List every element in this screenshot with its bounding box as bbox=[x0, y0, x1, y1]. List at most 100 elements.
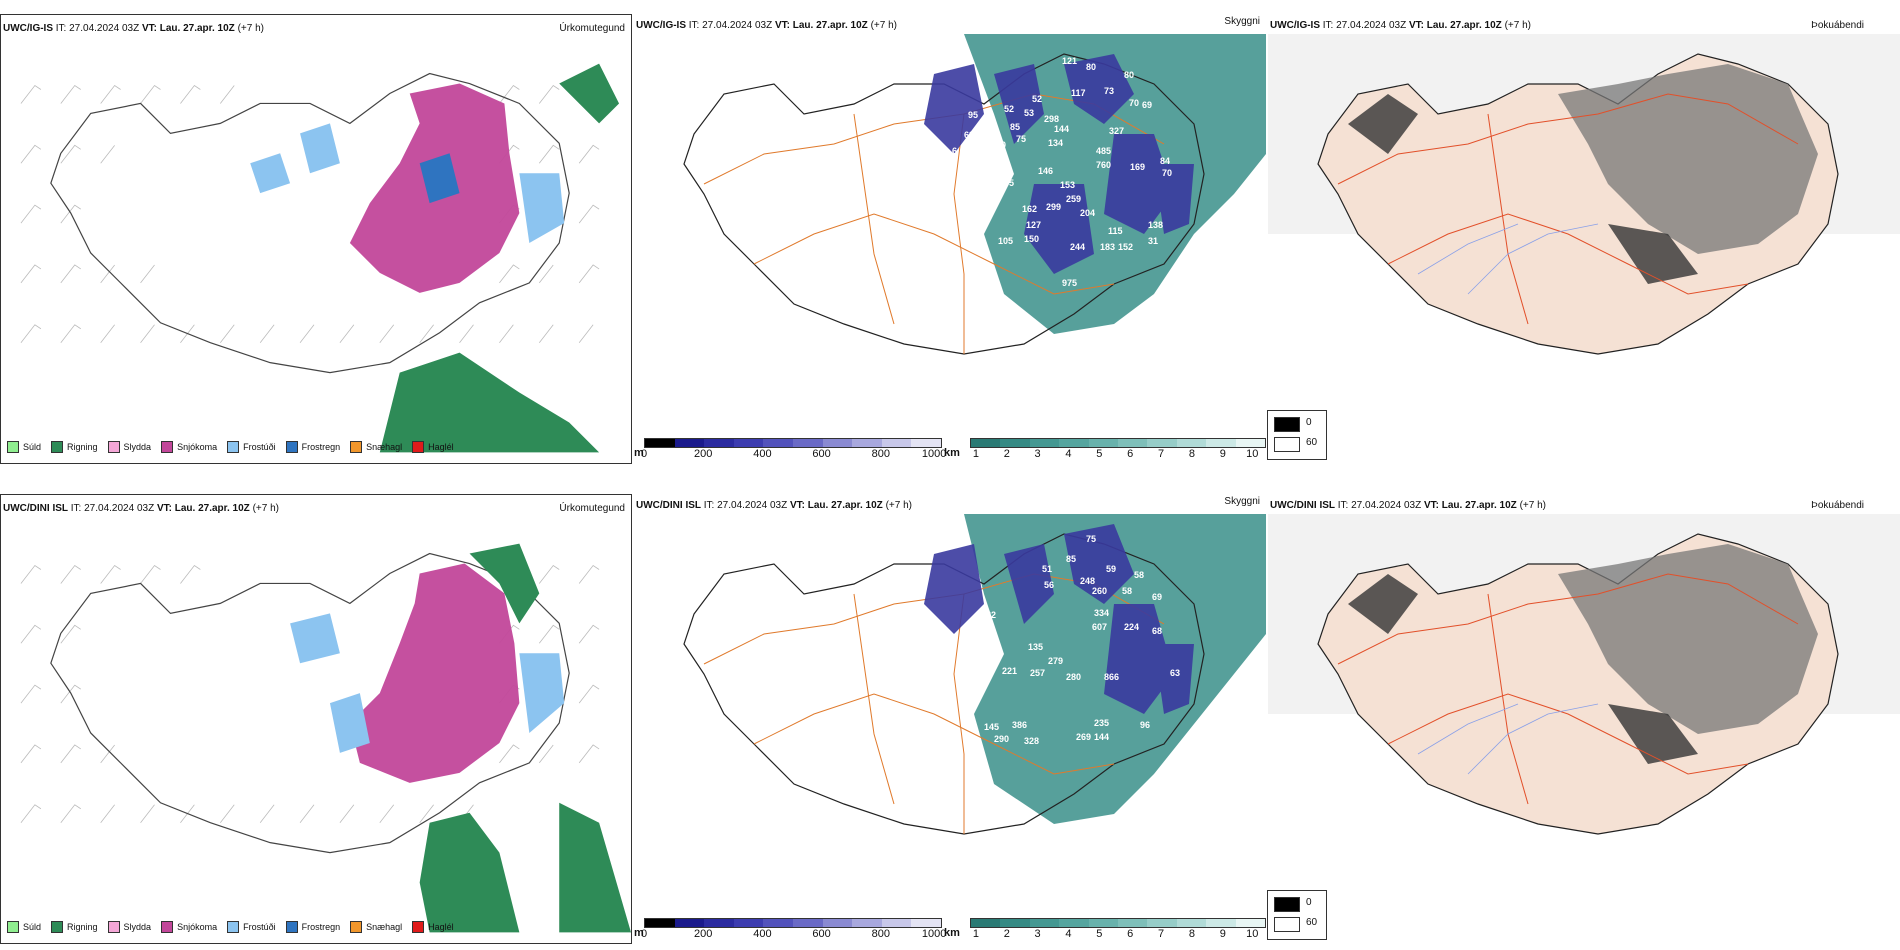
freezing-rain-region bbox=[419, 153, 460, 204]
cloud-base-label: 169 bbox=[1130, 162, 1145, 172]
colorbar-ticks: 0 200 400 600 800 1000 bbox=[640, 928, 946, 940]
legend-swatch bbox=[107, 441, 120, 453]
model-name: UWC/DINI ISL bbox=[636, 500, 701, 511]
model-name: UWC/DINI ISL bbox=[3, 503, 68, 514]
precip-legend: Súld Rigning Slydda Snjókoma Frostúði Fr… bbox=[7, 919, 454, 935]
colorbar-tick: 4 bbox=[1065, 928, 1072, 940]
colorbar-tick: 3 bbox=[1034, 448, 1041, 460]
legend-swatch bbox=[7, 921, 19, 933]
precip-map[interactable] bbox=[1, 33, 631, 463]
colorbar-tick: 10 bbox=[1246, 448, 1259, 460]
colorbar-gradient bbox=[644, 438, 942, 448]
vt-value: Lau. 27.apr. 10Z bbox=[174, 503, 250, 514]
vt-label: VT: bbox=[156, 503, 172, 514]
legend-swatch bbox=[412, 921, 425, 933]
fog-key-2: 0 60 bbox=[1267, 890, 1327, 940]
legend-swatch bbox=[412, 441, 425, 453]
legend-label: Súld bbox=[23, 922, 42, 932]
field-name: Þokuábendi bbox=[1811, 500, 1864, 511]
lead-time: (+7 h) bbox=[870, 20, 897, 31]
cloud-base-label: 80 bbox=[1124, 70, 1134, 80]
cloud-base-colorbar: m 0 200 400 600 800 1000 bbox=[634, 438, 946, 462]
legend-item: Snjókoma bbox=[161, 441, 217, 453]
panel-header: UWC/DINI ISL IT: 27.04.2024 03Z VT: Lau.… bbox=[1270, 500, 1894, 514]
cloud-base-label: 70 bbox=[1162, 168, 1172, 178]
legend-item: Snæhagl bbox=[350, 441, 402, 453]
legend-swatch bbox=[350, 921, 363, 933]
fog-key-black bbox=[1274, 897, 1300, 912]
colorbar-unit: m bbox=[634, 927, 644, 939]
road-network bbox=[1337, 573, 1799, 805]
cloud-base-label: 63 bbox=[1170, 668, 1180, 678]
colorbar-ticks: 1 2 3 4 5 6 7 8 9 10 bbox=[970, 448, 1264, 460]
legend-item: Frostregn bbox=[285, 921, 340, 933]
legend-swatch bbox=[227, 921, 240, 933]
forecast-row-2: UWC/DINI ISL IT: 27.04.2024 03Z VT: Lau.… bbox=[0, 480, 1900, 950]
cloud-base-label: 975 bbox=[1062, 278, 1077, 288]
cloud-map[interactable]: 75 51 85 59 58 56 248 260 58 69 334 607 … bbox=[634, 514, 1266, 914]
legend-swatch bbox=[7, 441, 19, 453]
cloud-base-label: 31 bbox=[1148, 236, 1158, 246]
cloud-base-label: 144 bbox=[1094, 732, 1109, 742]
legend-item: Rigning bbox=[51, 441, 98, 453]
it-value: 27.04.2024 03Z bbox=[702, 20, 773, 31]
legend-item: Frostúði bbox=[227, 441, 276, 453]
it-label: IT: bbox=[55, 23, 67, 34]
colorbar-unit: km bbox=[944, 447, 960, 459]
cloud-base-label: 485 bbox=[1096, 146, 1111, 156]
legend-swatch bbox=[51, 441, 64, 453]
fog-key-white bbox=[1274, 437, 1300, 452]
it-label: IT: bbox=[1322, 20, 1334, 31]
forecast-row-1: UWC/IG-IS IT: 27.04.2024 03Z VT: Lau. 27… bbox=[0, 0, 1900, 470]
cloud-base-label: 269 bbox=[1076, 732, 1091, 742]
fog-map[interactable] bbox=[1268, 514, 1900, 914]
cloud-base-label: 52 bbox=[1004, 104, 1014, 114]
lead-time: (+7 h) bbox=[252, 503, 279, 514]
field-name: Úrkomutegund bbox=[559, 503, 625, 514]
rain-region bbox=[379, 63, 620, 453]
rivers bbox=[1417, 223, 1599, 295]
cloud-base-label: 204 bbox=[1080, 208, 1095, 218]
cloud-base-label: 248 bbox=[1080, 576, 1095, 586]
fog-map[interactable] bbox=[1268, 34, 1900, 434]
cloud-map[interactable]: 121 80 80 73 117 70 69 52 52 53 56 95 63… bbox=[634, 34, 1266, 434]
cloud-base-label: 760 bbox=[1096, 160, 1111, 170]
cloud-base-label: 56 bbox=[1044, 580, 1054, 590]
cloud-base-label: 145 bbox=[984, 722, 999, 732]
lead-time: (+7 h) bbox=[1519, 500, 1546, 511]
cloud-panel-1: UWC/IG-IS IT: 27.04.2024 03Z VT: Lau. 27… bbox=[634, 0, 1266, 470]
cloud-panel-2: UWC/DINI ISL IT: 27.04.2024 03Z VT: Lau.… bbox=[634, 480, 1266, 950]
colorbar-tick: 600 bbox=[812, 448, 831, 460]
legend-label: Snæhagl bbox=[366, 922, 403, 932]
colorbar-ticks: 0 200 400 600 800 1000 bbox=[641, 448, 946, 460]
legend-item: Snjókoma bbox=[161, 921, 217, 933]
legend-item: Snæhagl bbox=[350, 921, 402, 933]
legend-swatch bbox=[161, 921, 174, 933]
cloud-base-label: 68 bbox=[1152, 626, 1162, 636]
colorbar-tick: 0 bbox=[640, 928, 648, 940]
precip-map[interactable] bbox=[1, 513, 631, 943]
iceland-outline bbox=[50, 552, 570, 854]
colorbar-tick: 4 bbox=[1065, 448, 1072, 460]
vt-label: VT: bbox=[1408, 20, 1424, 31]
legend-label: Frostúði bbox=[243, 442, 276, 452]
colorbar-tick: 2 bbox=[1003, 448, 1010, 460]
freezing-drizzle-region bbox=[250, 123, 565, 244]
colorbar-tick: 7 bbox=[1158, 928, 1165, 940]
colorbar-tick: 6 bbox=[1127, 448, 1134, 460]
legend-label: Rigning bbox=[67, 442, 98, 452]
colorbar-tick: 8 bbox=[1188, 928, 1196, 940]
cloud-base-label: 60 bbox=[996, 140, 1006, 150]
cloud-base-label: 298 bbox=[1044, 114, 1059, 124]
it-value: 27.04.2024 03Z bbox=[69, 23, 140, 34]
legend-swatch bbox=[51, 921, 64, 933]
cloud-base-label: 69 bbox=[1152, 592, 1162, 602]
cloud-base-label: 85 bbox=[1066, 554, 1076, 564]
legend-item: Súld bbox=[7, 921, 41, 933]
vt-value: Lau. 27.apr. 10Z bbox=[1426, 20, 1502, 31]
cloud-base-label: 607 bbox=[1092, 622, 1107, 632]
fog-key-black bbox=[1274, 417, 1300, 432]
colorbar-tick: 6 bbox=[1127, 928, 1134, 940]
model-name: UWC/IG-IS bbox=[3, 23, 53, 34]
model-name: UWC/IG-IS bbox=[636, 20, 686, 31]
